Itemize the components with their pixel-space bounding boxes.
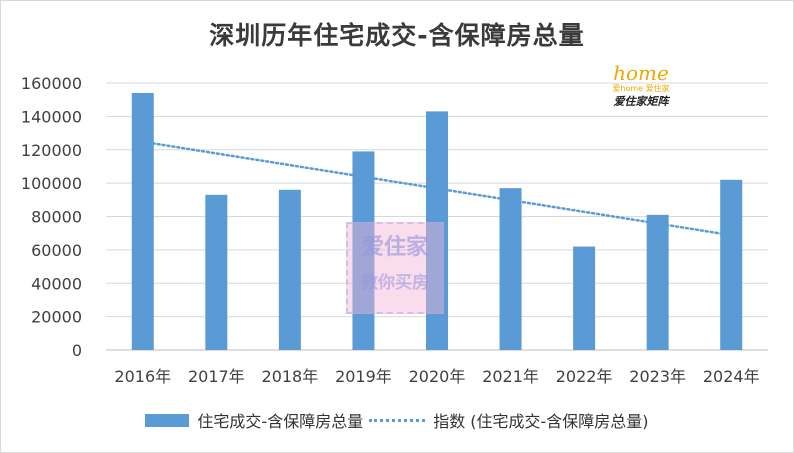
bar [278, 189, 301, 350]
legend-bar-swatch [145, 413, 190, 427]
x-tick-label: 2018年 [262, 367, 319, 386]
x-tick-label: 2017年 [188, 367, 245, 386]
brand-logo: home 爱home 爱住家 爱住家矩阵 [610, 62, 672, 120]
legend-bar-label: 住宅成交-含保障房总量 [197, 412, 364, 431]
y-tick-label: 0 [72, 341, 82, 360]
logo-subtext: 爱home 爱住家 [612, 84, 670, 93]
chart-title: 深圳历年住宅成交-含保障房总量 [209, 21, 585, 50]
bar [720, 179, 743, 350]
y-tick-label: 20000 [31, 308, 82, 327]
watermark-line2: 教你买房 [361, 273, 429, 293]
x-tick-label: 2020年 [409, 367, 466, 386]
x-tick-labels: 2016年 2017年 2018年 2019年 2020年 2021年 2022年 2023年… [114, 367, 759, 386]
watermark-line1: 爱住家 [361, 235, 428, 260]
legend: 住宅成交-含保障房总量 指数 (住宅成交-含保障房总量) [0, 408, 794, 432]
y-tick-label: 140000 [21, 107, 82, 126]
y-tick-label: 120000 [21, 141, 82, 160]
trendline [141, 140, 733, 237]
y-tick-label: 60000 [31, 241, 82, 260]
x-tick-label: 2022年 [556, 367, 613, 386]
y-tick-labels: 0 20000 40000 60000 80000 100000 120000 140000 1… [21, 74, 82, 360]
x-tick-label: 2024年 [703, 367, 760, 386]
bar [499, 188, 522, 350]
bar [352, 151, 375, 350]
x-tick-label: 2023年 [629, 367, 686, 386]
legend-line-swatch [369, 418, 426, 422]
logo-signature: 爱住家矩阵 [613, 95, 669, 108]
watermark: 爱住家 教你买房 [346, 222, 444, 314]
trendline-path [141, 140, 733, 237]
y-tick-label: 80000 [31, 208, 82, 227]
bar [573, 246, 596, 350]
y-tick-label: 40000 [31, 274, 82, 293]
x-tick-label: 2016年 [114, 367, 171, 386]
x-tick-label: 2019年 [335, 367, 392, 386]
y-tick-label: 100000 [21, 174, 82, 193]
logo-home-text: home [613, 61, 669, 85]
legend-line-label: 指数 (住宅成交-含保障房总量) [433, 412, 649, 431]
bar [205, 194, 228, 350]
bar [646, 214, 669, 350]
bar [131, 93, 154, 350]
x-tick-label: 2021年 [482, 367, 539, 386]
y-tick-label: 160000 [21, 74, 82, 93]
